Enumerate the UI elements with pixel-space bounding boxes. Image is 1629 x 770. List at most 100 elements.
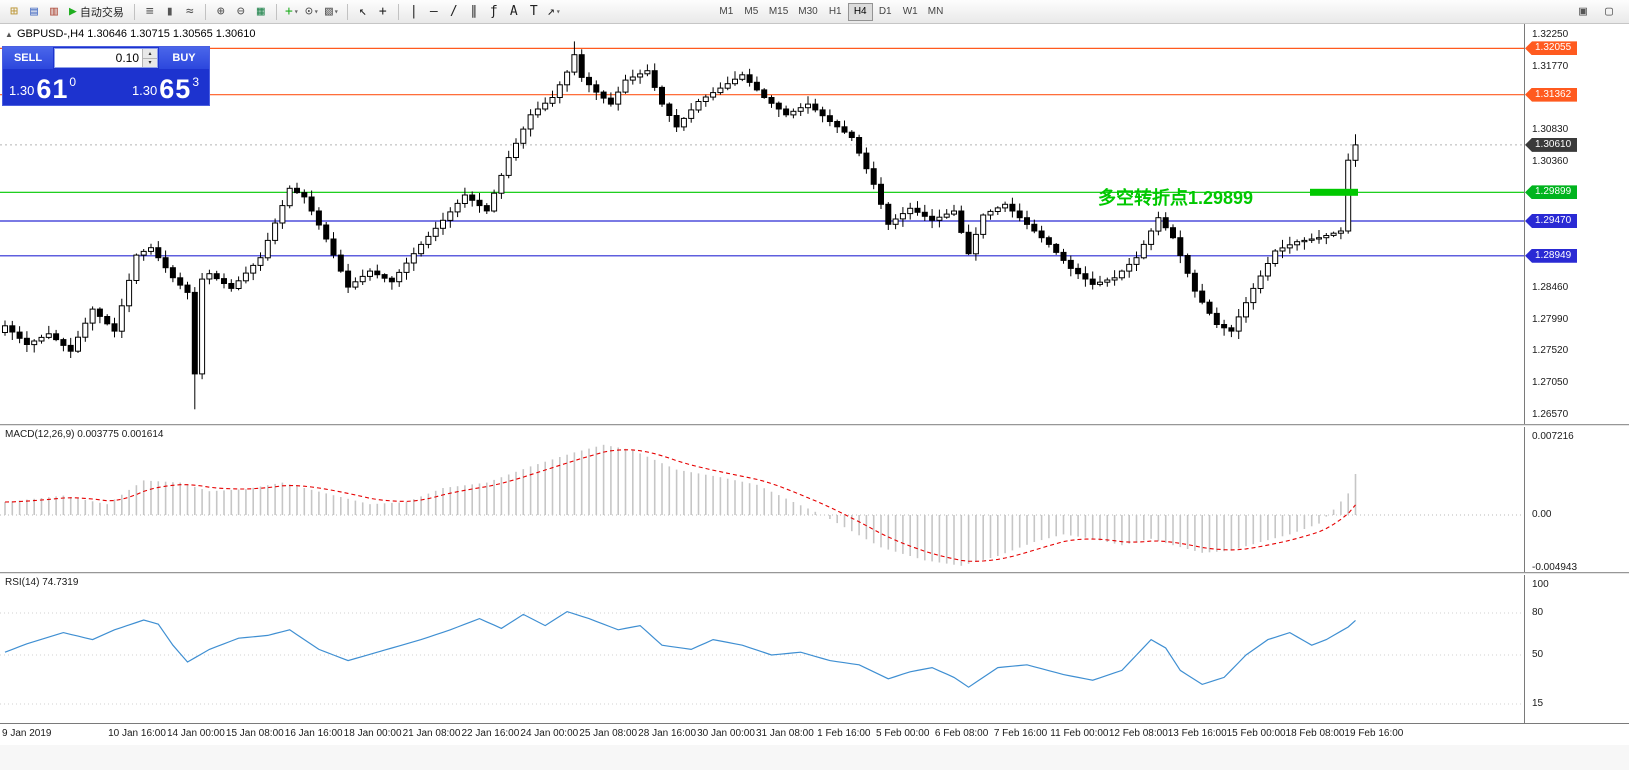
candlestick [242, 266, 249, 284]
candlestick [16, 326, 23, 344]
autotrading-button[interactable]: ▶ 自动交易 [69, 4, 124, 19]
time-label: 9 Jan 2019 [2, 728, 52, 739]
turning-point-marker[interactable] [1310, 188, 1358, 196]
zoom-in-icon[interactable]: ⊕ [216, 4, 225, 19]
buy-button[interactable]: BUY [159, 47, 209, 69]
indicators-icon[interactable]: + ▾ [285, 4, 299, 19]
terminal-icon[interactable]: ▢ [1605, 4, 1613, 19]
candlestick [75, 330, 81, 353]
timeframe-m5[interactable]: M5 [744, 6, 759, 17]
candlestick [133, 253, 140, 284]
candlestick [352, 277, 359, 290]
candlestick [1009, 197, 1016, 218]
candlestick [264, 232, 271, 261]
time-axis[interactable]: 9 Jan 2019 10 Jan 16:00 14 Jan 00:00 15 Jan… [0, 723, 1629, 745]
main-chart-pane[interactable]: ▲ GBPUSD-,H4 1.30646 1.30715 1.30565 1.3… [0, 24, 1524, 424]
timeframe-h4[interactable]: H4 [847, 2, 873, 21]
timeframe-m30[interactable]: M30 [798, 6, 818, 17]
price-axis[interactable]: 1.32250 1.31770 1.30830 1.30360 1.28460 1.279… [1524, 24, 1629, 723]
candlestick [753, 76, 760, 92]
price-tick: 1.27050 [1532, 376, 1569, 388]
timeframe-mn[interactable]: MN [927, 6, 944, 17]
timeframe-d1[interactable]: D1 [878, 6, 892, 17]
volume-up-icon[interactable]: ▴ [143, 49, 157, 59]
candlestick [1184, 253, 1191, 278]
volume-value[interactable]: 0.10 [115, 51, 139, 65]
candlestick [1257, 270, 1264, 294]
chart-window-icon[interactable]: ▤ [30, 4, 38, 19]
crosshair-icon[interactable]: + [378, 4, 387, 19]
price-tick: 1.30360 [1532, 155, 1569, 167]
volume-down-icon[interactable]: ▾ [143, 58, 157, 67]
price-tick: 1.27520 [1532, 345, 1569, 357]
line-chart-icon[interactable]: ≈ [185, 4, 194, 19]
volume-spinner: ▴ ▾ [142, 49, 157, 67]
timeframe-m15[interactable]: M15 [768, 6, 789, 17]
timeframe-h1[interactable]: H1 [828, 6, 842, 17]
candlestick [250, 263, 257, 281]
price-tick: 1.27990 [1532, 313, 1569, 325]
timeframe-m1[interactable]: M1 [719, 6, 734, 17]
cursor-icon[interactable]: ↖ [358, 4, 367, 19]
time-label: 22 Jan 16:00 [461, 728, 520, 739]
candlestick [513, 138, 519, 161]
timeframe-w1[interactable]: W1 [902, 6, 918, 17]
buy-price[interactable]: 1.30 65 3 [103, 69, 209, 105]
tile-windows-icon[interactable]: ▦ [256, 4, 265, 19]
templates-icon[interactable]: ▧ ▾ [325, 4, 339, 19]
candlestick [67, 337, 74, 358]
candlestick [1104, 277, 1111, 287]
candlestick [45, 325, 52, 340]
candlestick [235, 276, 242, 291]
candles-chart-icon[interactable]: ▮ [165, 4, 174, 19]
bottom-strip [0, 745, 1629, 770]
vertical-line-icon[interactable]: | [409, 4, 418, 19]
candlestick [483, 203, 490, 214]
sell-price[interactable]: 1.30 61 0 [3, 69, 103, 105]
candlestick [126, 273, 133, 313]
horizontal-line-icon[interactable]: — [429, 4, 438, 19]
candlestick [1199, 283, 1206, 305]
candlestick [461, 187, 468, 208]
fibonacci-icon[interactable]: ƒ [489, 4, 498, 19]
candlestick [994, 206, 1001, 215]
candlestick [1060, 248, 1067, 264]
candlestick [1191, 269, 1198, 298]
candlestick [418, 241, 425, 257]
candlestick [834, 119, 841, 133]
rsi-pane[interactable]: RSI(14) 74.7319 [0, 575, 1524, 723]
candlestick [564, 70, 571, 92]
one-click-collapse-icon[interactable]: ▲ [5, 30, 13, 39]
new-order-icon[interactable]: ⊞ [10, 4, 18, 19]
periods-icon[interactable]: ⊙ ▾ [305, 4, 319, 19]
candlestick [1352, 134, 1359, 167]
pane-separator[interactable] [0, 424, 1629, 427]
candlestick-chart[interactable] [0, 24, 1524, 424]
candlestick [2, 320, 8, 336]
channel-icon[interactable]: ∥ [470, 4, 478, 19]
pane-separator[interactable] [0, 572, 1629, 575]
price-tick: 1.32250 [1532, 29, 1569, 41]
candlestick [294, 182, 300, 194]
macd-pane[interactable]: MACD(12,26,9) 0.003775 0.001614 [0, 427, 1524, 572]
text-icon[interactable]: A [509, 4, 518, 19]
arrows-icon[interactable]: ↗ ▾ [547, 4, 561, 19]
volume-input[interactable]: 0.10 ▴ ▾ [54, 48, 158, 68]
trendline-icon[interactable]: / [449, 4, 458, 19]
macd-chart[interactable] [0, 427, 1524, 572]
candlestick [797, 103, 804, 116]
market-watch-icon[interactable]: ▥ [50, 4, 58, 19]
bars-chart-icon[interactable]: ≡ [145, 4, 154, 19]
sell-button[interactable]: SELL [3, 47, 53, 69]
candlestick [111, 317, 118, 338]
candlestick [1002, 201, 1009, 212]
candlestick [440, 212, 446, 235]
candlestick [1250, 283, 1257, 310]
charts-grid-icon[interactable]: ▣ [1579, 4, 1587, 19]
zoom-out-icon[interactable]: ⊖ [236, 4, 245, 19]
toolbar-separator [204, 3, 206, 20]
rsi-chart[interactable] [0, 575, 1524, 723]
label-icon[interactable]: T [529, 4, 538, 19]
candlestick [1294, 239, 1301, 251]
price-badge: 1.28949 [1525, 248, 1578, 263]
